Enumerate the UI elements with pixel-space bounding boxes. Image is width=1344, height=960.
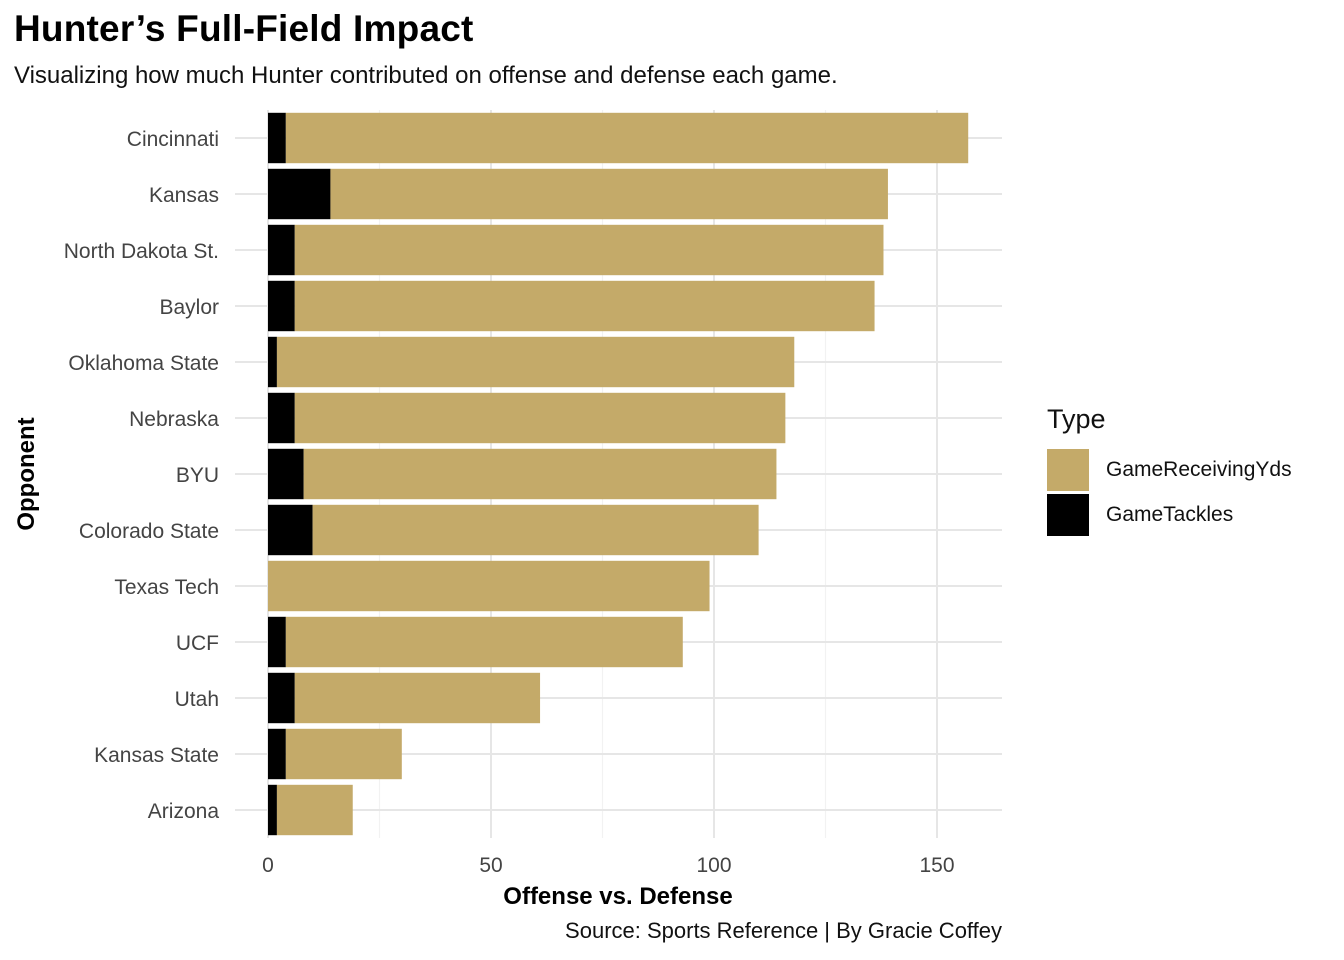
bar-gametackles-arizona xyxy=(268,784,277,836)
bar-gametackles-cincinnati xyxy=(268,112,286,164)
x-tick-label: 150 xyxy=(919,854,954,877)
bar-gametackles-baylor xyxy=(268,280,295,332)
y-tick-label: Cincinnati xyxy=(127,128,219,151)
y-tick-label: Utah xyxy=(175,688,219,711)
chart-title: Hunter’s Full-Field Impact xyxy=(14,8,474,49)
y-tick-label: Colorado State xyxy=(79,520,219,543)
y-tick-label: UCF xyxy=(176,632,219,655)
legend-swatch-receiving xyxy=(1047,448,1089,491)
legend-item-receiving: GameReceivingYds xyxy=(1047,447,1292,492)
y-tick-label: Kansas xyxy=(149,184,219,207)
bar-gamereceivingyds-cincinnati xyxy=(285,112,969,164)
x-tick-labels: 0 50 100 150 xyxy=(262,854,954,877)
bar-gametackles-kansas-state xyxy=(268,728,286,780)
y-axis-title: Opponent xyxy=(13,417,40,530)
bar-gamereceivingyds-byu xyxy=(303,448,777,500)
bar-gamereceivingyds-colorado-state xyxy=(312,504,759,556)
legend-title: Type xyxy=(1047,404,1106,434)
bar-gametackles-north-dakota-st- xyxy=(268,224,295,276)
bar-gametackles-colorado-state xyxy=(268,504,313,556)
x-tick-label: 0 xyxy=(262,854,274,877)
bar-gamereceivingyds-oklahoma-state xyxy=(276,336,795,388)
bar-gamereceivingyds-baylor xyxy=(294,280,875,332)
bar-gamereceivingyds-kansas xyxy=(330,168,888,220)
legend-swatch-tackles xyxy=(1047,493,1089,536)
legend-label-receiving: GameReceivingYds xyxy=(1106,457,1292,481)
y-tick-label: Oklahoma State xyxy=(68,352,219,375)
y-tick-label: BYU xyxy=(176,464,219,487)
x-tick-label: 50 xyxy=(479,854,502,877)
bar-gamereceivingyds-nebraska xyxy=(294,392,786,444)
bar-gametackles-oklahoma-state xyxy=(268,336,277,388)
caption: Source: Sports Reference | By Gracie Cof… xyxy=(565,918,1002,943)
bar-gametackles-ucf xyxy=(268,616,286,668)
x-tick-label: 100 xyxy=(696,854,731,877)
bar-gametackles-kansas xyxy=(268,168,331,220)
bar-gamereceivingyds-texas-tech xyxy=(268,560,710,612)
y-tick-label: Texas Tech xyxy=(114,576,219,599)
y-tick-label: North Dakota St. xyxy=(64,240,219,263)
bar-gametackles-byu xyxy=(268,448,304,500)
y-tick-label: Kansas State xyxy=(94,744,219,767)
bar-gamereceivingyds-utah xyxy=(294,672,541,724)
y-tick-label: Nebraska xyxy=(129,408,219,431)
bar-gametackles-nebraska xyxy=(268,392,295,444)
legend: Type GameReceivingYds GameTackles xyxy=(1047,404,1292,537)
x-axis-title: Offense vs. Defense xyxy=(503,883,732,910)
chart-subtitle: Visualizing how much Hunter contributed … xyxy=(14,62,838,89)
bar-gamereceivingyds-ucf xyxy=(285,616,683,668)
legend-item-tackles: GameTackles xyxy=(1047,492,1292,537)
bar-gamereceivingyds-arizona xyxy=(276,784,353,836)
y-tick-label: Arizona xyxy=(148,800,220,823)
bars xyxy=(268,112,969,836)
legend-label-tackles: GameTackles xyxy=(1106,502,1234,526)
bar-gamereceivingyds-north-dakota-st- xyxy=(294,224,884,276)
y-tick-labels: Cincinnati Kansas North Dakota St. Baylor Ok… xyxy=(64,128,220,823)
bar-gamereceivingyds-kansas-state xyxy=(285,728,402,780)
bar-gametackles-utah xyxy=(268,672,295,724)
y-tick-label: Baylor xyxy=(159,296,219,319)
